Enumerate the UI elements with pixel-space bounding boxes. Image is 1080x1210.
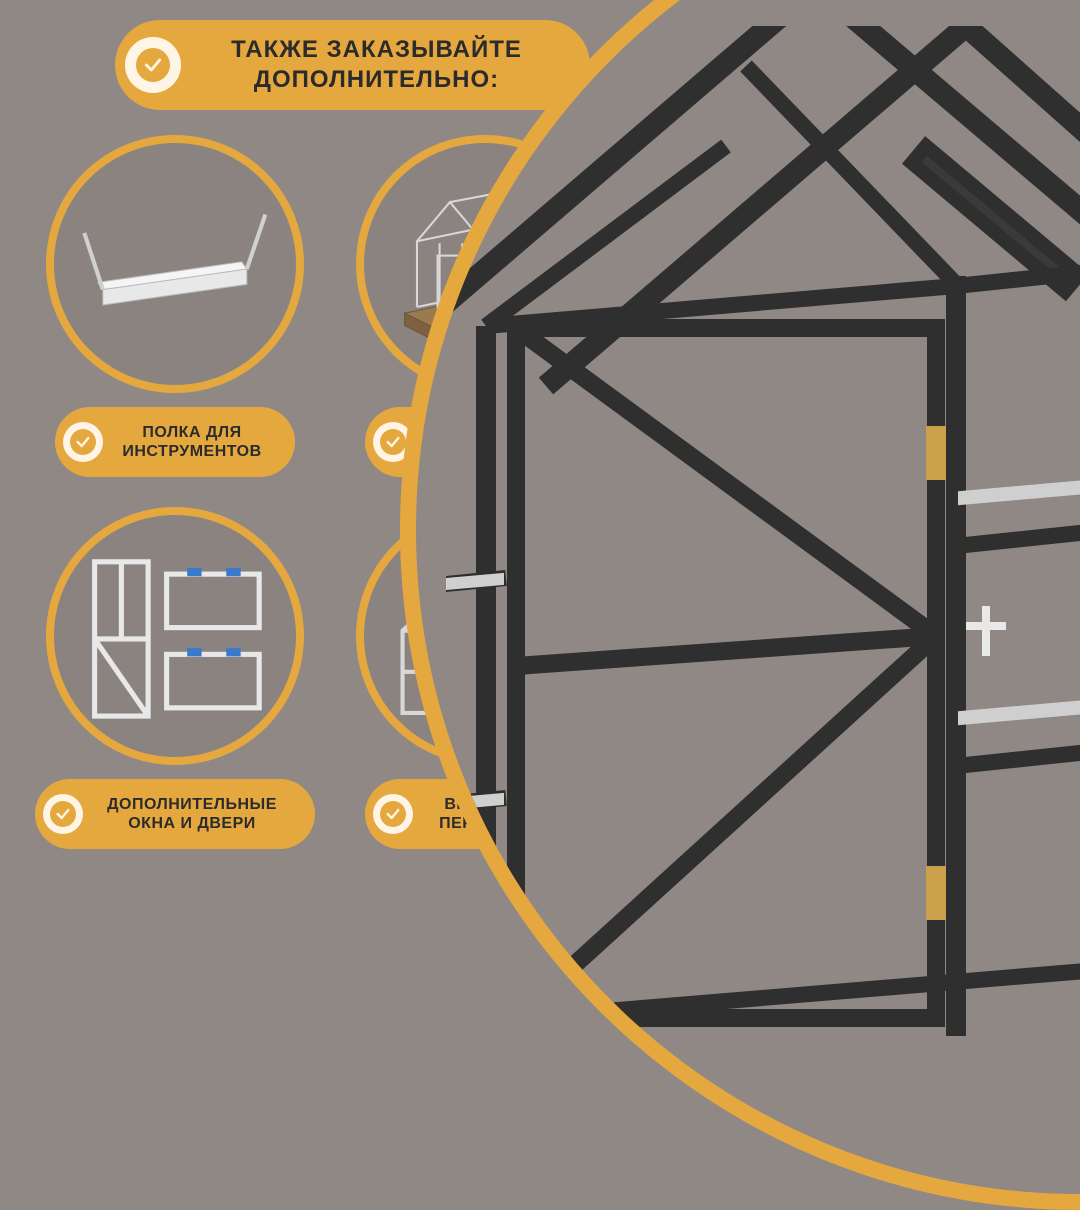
- item-card-windows: ДОПОЛНИТЕЛЬНЫЕ ОКНА И ДВЕРИ: [35, 507, 315, 849]
- check-badge: [125, 37, 181, 93]
- item-label-pill: ДОПОЛНИТЕЛЬНЫЕ ОКНА И ДВЕРИ: [35, 779, 315, 849]
- shelf-icon: [72, 161, 278, 367]
- item-card-shelf: ПОЛКА ДЛЯ ИНСТРУМЕНТОВ: [35, 135, 315, 477]
- check-icon: [50, 801, 76, 827]
- check-icon: [70, 429, 96, 455]
- hero-arc: [400, 0, 1080, 1210]
- check-icon: [380, 801, 406, 827]
- check-icon: [380, 429, 406, 455]
- windows-doors-icon: [72, 533, 278, 739]
- check-badge: [373, 794, 413, 834]
- item-label: ДОПОЛНИТЕЛЬНЫЕ ОКНА И ДВЕРИ: [83, 795, 295, 833]
- check-badge: [43, 794, 83, 834]
- item-image-shelf: [46, 135, 304, 393]
- item-label-pill: ПОЛКА ДЛЯ ИНСТРУМЕНТОВ: [55, 407, 295, 477]
- check-badge: [63, 422, 103, 462]
- item-image-windows: [46, 507, 304, 765]
- item-label: ПОЛКА ДЛЯ ИНСТРУМЕНТОВ: [103, 423, 275, 461]
- check-icon: [136, 48, 170, 82]
- greenhouse-illustration: [446, 26, 1080, 1036]
